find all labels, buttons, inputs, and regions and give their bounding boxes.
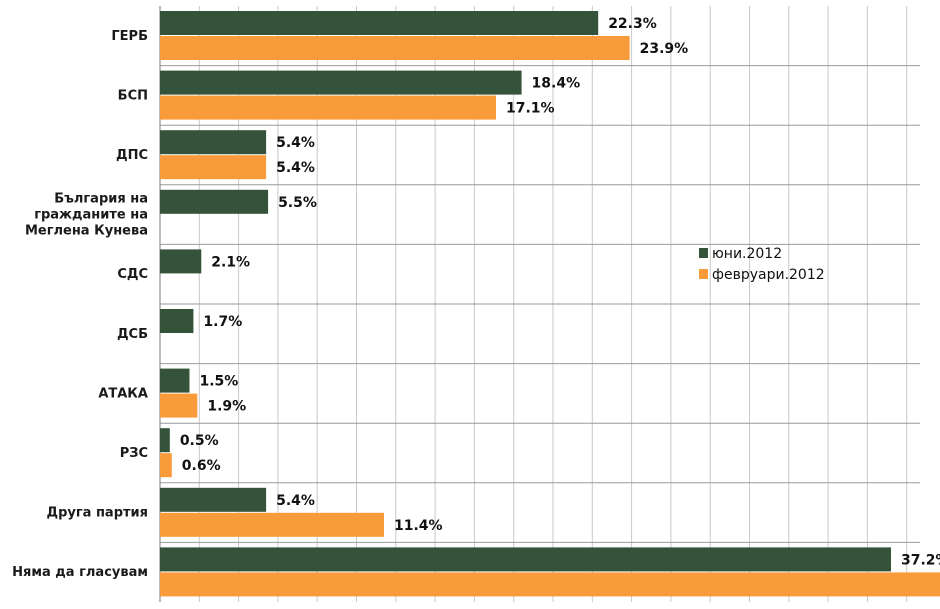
category-labels: ГЕРБ БСП ДПС България на гражданите на Меглен… (12, 29, 148, 580)
category-label-line: Меглена Кунева (25, 224, 148, 239)
bar-february-2012 (160, 572, 940, 597)
data-label: 22.3% (608, 16, 657, 32)
category-label: Няма да гласувам (12, 565, 148, 580)
category-label-line: гражданите на (34, 208, 148, 223)
data-label: 5.4% (276, 160, 315, 176)
category-label-line: ДСБ (117, 327, 148, 342)
legend-swatch (699, 269, 708, 279)
data-label: 17.1% (506, 101, 555, 117)
legend-label: февруари.2012 (712, 267, 825, 283)
data-label: 18.4% (532, 76, 581, 92)
category-label: БСП (118, 88, 148, 103)
bar-june-2012 (160, 189, 269, 214)
gridlines (160, 6, 920, 602)
data-label: 5.4% (276, 493, 315, 509)
bar-june-2012 (160, 487, 267, 512)
legend: юни.2012 февруари.2012 (699, 246, 825, 283)
bar-june-2012 (160, 368, 190, 393)
data-label: 5.5% (278, 195, 317, 211)
category-label-line: Няма да гласувам (12, 565, 148, 580)
bars: 22.3% 18.4% 5.4% 5.5% 2.1% 1.7% 1.5% 0.5% 5.4% 37… (160, 11, 940, 597)
bar-june-2012 (160, 130, 267, 155)
data-label: 1.9% (207, 399, 246, 415)
data-label: 23.9% (640, 41, 689, 57)
data-label: 2.1% (211, 254, 250, 270)
legend-swatch (699, 248, 708, 258)
category-label-line: Друга партия (47, 506, 149, 521)
category-label-line: ГЕРБ (111, 29, 148, 44)
bar-february-2012 (160, 155, 267, 180)
bar-february-2012 (160, 36, 630, 60)
bar-february-2012 (160, 393, 198, 418)
category-label-line: СДС (117, 267, 148, 282)
data-label: 5.4% (276, 135, 315, 151)
bar-june-2012 (160, 70, 522, 95)
category-label: ДПС (116, 148, 148, 163)
data-label: 1.5% (199, 374, 238, 390)
bar-june-2012 (160, 547, 891, 572)
data-label: 0.5% (180, 433, 219, 449)
data-label: 11.4% (394, 518, 443, 534)
bar-june-2012 (160, 249, 202, 274)
category-label: ГЕРБ (111, 29, 148, 44)
category-label: СДС (117, 267, 148, 282)
category-label-line: АТАКА (98, 386, 148, 401)
category-label: РЗС (120, 446, 148, 461)
data-label: 0.6% (182, 458, 221, 474)
category-label-line: България на (54, 192, 148, 207)
category-label-line: БСП (118, 88, 148, 103)
legend-label: юни.2012 (712, 246, 782, 262)
bar-february-2012 (160, 453, 172, 478)
category-label: АТАКА (98, 386, 148, 401)
data-label: 1.7% (203, 314, 242, 330)
bar-february-2012 (160, 512, 385, 537)
bar-june-2012 (160, 428, 170, 453)
category-label-line: ДПС (116, 148, 148, 163)
category-label: Друга партия (47, 506, 149, 521)
category-label: България на гражданите на Меглена Кунева (25, 192, 148, 239)
bar-june-2012 (160, 309, 194, 333)
bar-june-2012 (160, 11, 599, 35)
category-label: ДСБ (117, 327, 148, 342)
category-label-line: РЗС (120, 446, 148, 461)
bar-february-2012 (160, 95, 497, 120)
data-label: 37.2% (901, 552, 940, 568)
